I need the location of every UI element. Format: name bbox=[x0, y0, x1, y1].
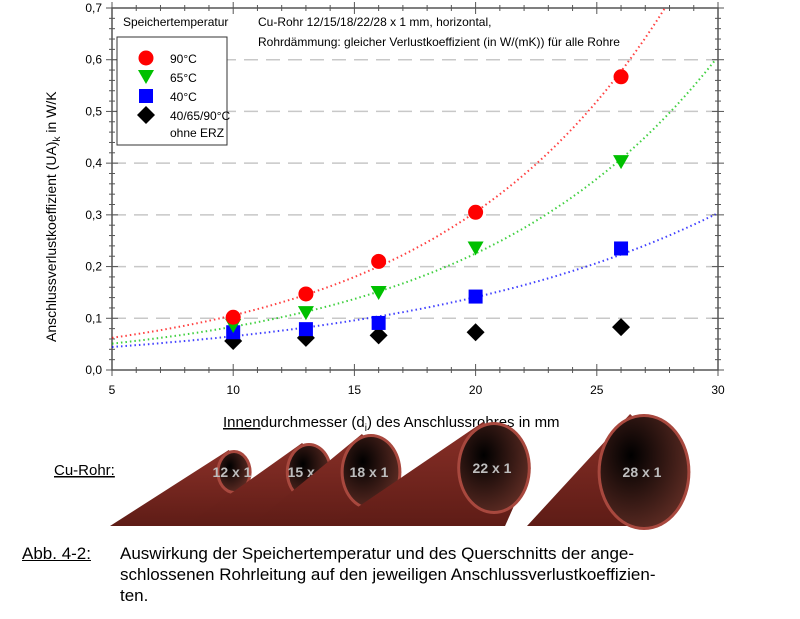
legend-label: 90°C bbox=[170, 52, 197, 66]
pipe-4: 28 x 1 bbox=[527, 414, 691, 530]
y-tick-label: 0,7 bbox=[85, 1, 102, 15]
y-tick-label: 0,3 bbox=[85, 208, 102, 222]
y-axis-label: Anschlussverlustkoeffizient (UA)k in W/K bbox=[43, 91, 63, 342]
data-point-series-1 bbox=[297, 306, 314, 321]
plot-frame bbox=[111, 7, 719, 371]
data-point-series-2 bbox=[371, 315, 386, 330]
data-point-series-2 bbox=[298, 322, 313, 337]
data-point-series-3 bbox=[466, 323, 485, 342]
figure-caption: Auswirkung der Speichertemperatur und de… bbox=[120, 543, 760, 606]
data-point-series-0 bbox=[468, 204, 484, 220]
tick-labels: 0,0 0,1 0,2 0,3 0,4 0,5 0,6 0,7 5 10 15 20 25 30 bbox=[85, 1, 725, 397]
data-point-series-1 bbox=[613, 155, 630, 170]
pipe-size-label: 22 x 1 bbox=[473, 460, 512, 476]
x-tick-label: 25 bbox=[590, 383, 604, 397]
pipe-size-label: 18 x 1 bbox=[350, 464, 389, 480]
legend-marker-0 bbox=[138, 50, 154, 66]
data-point-series-0 bbox=[225, 309, 241, 325]
chart: 0,0 0,1 0,2 0,3 0,4 0,5 0,6 0,7 5 10 15 20 25 30 Spei… bbox=[43, 1, 725, 530]
pipe-size-label: 12 x 1 bbox=[213, 464, 252, 480]
legend-label: 65°C bbox=[170, 71, 197, 85]
y-tick-label: 0,6 bbox=[85, 53, 102, 67]
annotation-line-2: Rohrdämmung: gleicher Verlustkoeffizient… bbox=[258, 35, 620, 49]
legend: 90°C 65°C 40°C 40/65/90°C ohne ERZ bbox=[137, 50, 231, 140]
caption-line: Auswirkung der Speichertemperatur und de… bbox=[120, 544, 635, 563]
pipe-3: 22 x 1 bbox=[330, 422, 531, 526]
data-markers bbox=[224, 69, 631, 351]
y-tick-label: 0,1 bbox=[85, 311, 102, 325]
data-point-series-0 bbox=[613, 69, 629, 85]
pipes-label: Cu-Rohr: bbox=[54, 462, 115, 479]
legend-box bbox=[116, 36, 228, 146]
y-tick-label: 0,2 bbox=[85, 260, 102, 274]
data-point-series-3 bbox=[369, 326, 388, 345]
legend-title: Speichertemperatur bbox=[123, 15, 228, 29]
data-point-series-0 bbox=[298, 286, 314, 302]
pipe-size-label: 28 x 1 bbox=[623, 464, 662, 480]
caption-line: ten. bbox=[120, 586, 149, 605]
annotation-line-1: Cu-Rohr 12/15/18/22/28 x 1 mm, horizonta… bbox=[258, 15, 491, 29]
data-point-series-2 bbox=[468, 289, 483, 304]
y-tick-label: 0,5 bbox=[85, 104, 102, 118]
data-point-series-2 bbox=[614, 241, 629, 256]
pipe-opening bbox=[219, 453, 249, 491]
pipe-opening bbox=[460, 425, 528, 511]
pipe-opening bbox=[600, 417, 688, 527]
x-axis-label: Innendurchmesser (di) des Anschlussrohre… bbox=[223, 414, 560, 434]
pipe-illustrations: 12 x 1 15 x 1 18 x 1 22 x 1 28 x 1 bbox=[110, 414, 691, 530]
data-point-series-3 bbox=[612, 318, 631, 337]
y-tick-label: 0,4 bbox=[85, 156, 102, 170]
legend-marker-3 bbox=[137, 106, 155, 124]
y-tick-label: 0,0 bbox=[85, 363, 102, 377]
x-tick-label: 15 bbox=[348, 383, 362, 397]
legend-label: 40/65/90°C bbox=[170, 109, 231, 123]
legend-marker-1 bbox=[138, 70, 154, 84]
data-point-series-1 bbox=[370, 285, 387, 300]
data-point-series-1 bbox=[467, 241, 484, 256]
data-point-series-0 bbox=[371, 253, 387, 269]
caption-line: schlossenen Rohrleitung auf den jeweilig… bbox=[120, 565, 656, 584]
x-tick-label: 10 bbox=[227, 383, 241, 397]
x-tick-label: 20 bbox=[469, 383, 483, 397]
x-tick-label: 5 bbox=[109, 383, 116, 397]
legend-marker-2 bbox=[139, 89, 153, 103]
x-tick-label: 30 bbox=[711, 383, 725, 397]
legend-label: 40°C bbox=[170, 90, 197, 104]
legend-label: ohne ERZ bbox=[170, 126, 224, 140]
figure-label: Abb. 4-2: bbox=[22, 544, 91, 563]
